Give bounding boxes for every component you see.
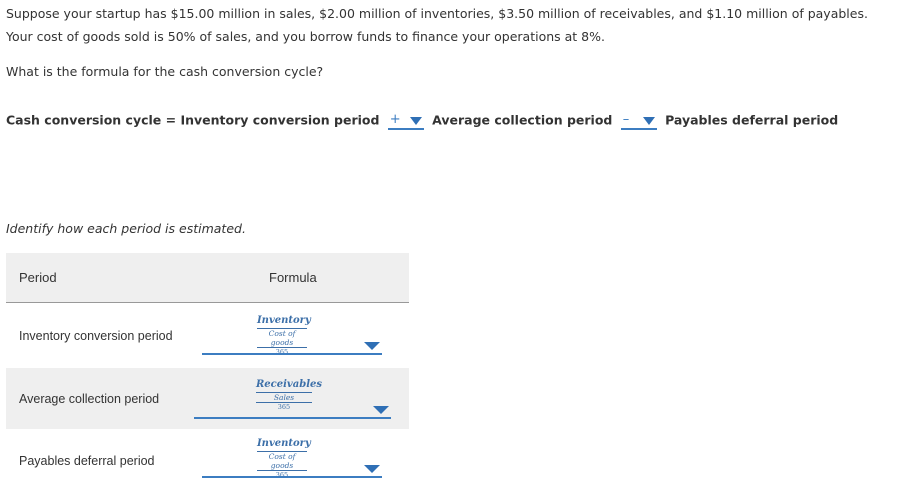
row-label-average-collection: Average collection period [19, 392, 160, 406]
caret-down-icon [364, 342, 380, 350]
fraction-numerator: Inventory [257, 315, 311, 329]
formula-fraction: Receivables Sales 365 [256, 379, 322, 411]
select-underline [202, 353, 382, 355]
identify-instruction: Identify how each period is estimated. [6, 221, 246, 236]
formula-select-average-collection[interactable]: Receivables Sales 365 [194, 379, 391, 419]
row-label-inventory-conversion: Inventory conversion period [19, 329, 173, 343]
header-period: Period [19, 270, 57, 285]
period-formula-table: Period Formula Inventory conversion peri… [6, 253, 409, 489]
table-row: Average collection period Receivables Sa… [6, 368, 409, 429]
term-payables-deferral: Payables deferral period [665, 112, 839, 128]
caret-down-icon [642, 116, 655, 125]
fraction-numerator: Receivables [256, 379, 322, 393]
operator-select-1[interactable]: + [387, 111, 424, 130]
fraction-denominator-bottom: 365 [277, 403, 291, 411]
term-average-collection: Average collection period [432, 112, 613, 128]
header-formula: Formula [269, 270, 317, 285]
question-text: Suppose your startup has $15.00 million … [6, 6, 868, 44]
table-header: Period Formula [6, 253, 409, 303]
table-row: Payables deferral period Inventory Cost … [6, 430, 409, 489]
formula-select-payables-deferral[interactable]: Inventory Cost of goods 365 [202, 438, 382, 479]
formula-lhs: Cash conversion cycle = [6, 112, 177, 128]
fraction-denominator-top: Cost of goods [257, 329, 307, 348]
operator-select-2[interactable]: – [620, 111, 657, 130]
select-underline [194, 417, 391, 419]
table-row: Inventory conversion period Inventory Co… [6, 303, 409, 367]
term-inventory-conversion: Inventory conversion period [180, 112, 380, 128]
operator-1-value: + [389, 111, 401, 127]
fraction-denominator-top: Sales [256, 393, 312, 403]
operator-2-value: – [622, 111, 630, 127]
formula-select-inventory-conversion[interactable]: Inventory Cost of goods 365 [202, 315, 382, 356]
fraction-denominator-bottom: 365 [275, 348, 289, 356]
fraction-denominator-top: Cost of goods [257, 452, 307, 471]
row-label-payables-deferral: Payables deferral period [19, 454, 155, 468]
formula-fraction: Inventory Cost of goods 365 [257, 438, 311, 479]
cash-conversion-formula: Cash conversion cycle = Inventory conver… [6, 110, 838, 131]
caret-down-icon [373, 406, 389, 414]
select-underline [202, 476, 382, 478]
question-prompt: What is the formula for the cash convers… [6, 64, 324, 79]
caret-down-icon [409, 116, 422, 125]
fraction-numerator: Inventory [257, 438, 311, 452]
caret-down-icon [364, 465, 380, 473]
formula-fraction: Inventory Cost of goods 365 [257, 315, 311, 356]
fraction-denominator-bottom: 365 [275, 471, 289, 479]
